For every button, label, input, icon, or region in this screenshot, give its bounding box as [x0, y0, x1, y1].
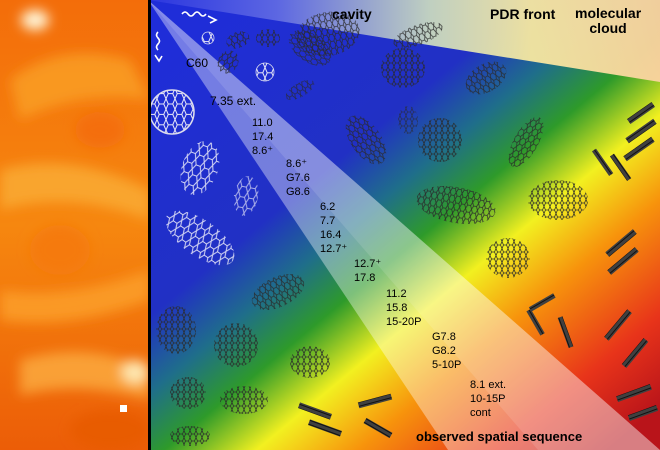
cavity-label: cavity: [332, 6, 372, 22]
band-label: 6.2: [320, 201, 336, 213]
band-label: G8.6: [286, 186, 310, 198]
band-label: 8.6⁺: [286, 158, 308, 170]
band-label: 16.4: [320, 229, 342, 241]
molecular-cloud-label: molecular cloud: [575, 5, 642, 36]
band-label: 8.6⁺: [252, 145, 274, 157]
radiation-arrows-icon: [154, 11, 218, 63]
band-group-2: 8.6⁺ G7.6 G8.6: [286, 157, 310, 199]
band-label: 12.7⁺: [320, 243, 348, 255]
band-label: cont: [470, 407, 491, 419]
band-label: 12.7⁺: [354, 258, 382, 270]
small-cluster-icons: [201, 29, 315, 101]
band-group-7: 8.1 ext. 10-15P cont: [470, 378, 506, 420]
panel-divider: [148, 0, 151, 450]
fullerene-c60-icon: [149, 89, 195, 135]
ext-735-label: 7.35 ext.: [210, 94, 257, 108]
pdr-front-label: PDR front: [490, 6, 556, 22]
c60-label: C60: [186, 56, 209, 70]
band-group-3: 6.2 7.7 16.4 12.7⁺: [320, 200, 347, 256]
band-label: 15-20P: [386, 316, 422, 328]
pdr-diagram-panel: [148, 0, 660, 450]
band-label: 7.7: [320, 215, 336, 227]
band-label: 15.8: [386, 302, 408, 314]
band-label: 8.1 ext.: [470, 379, 507, 391]
band-label: 5-10P: [432, 359, 462, 371]
band-label: G7.6: [286, 172, 310, 184]
band-label: 11.0: [252, 117, 273, 129]
band-group-4: 12.7⁺ 17.8: [354, 257, 381, 285]
band-group-6: G7.8 G8.2 5-10P: [432, 330, 461, 372]
band-label: 17.8: [354, 272, 376, 284]
band-label: 17.4: [252, 131, 274, 143]
band-group-5: 11.2 15.8 15-20P: [386, 287, 421, 329]
band-label: G7.8: [432, 331, 456, 343]
band-group-1: 11.0 17.4 8.6⁺: [252, 116, 273, 158]
pah-molecules: [156, 11, 588, 446]
pah-cluster-stacks: [297, 101, 659, 439]
infrared-image-panel: [0, 0, 150, 450]
observed-sequence-label: observed spatial sequence: [416, 429, 583, 444]
band-label: 11.2: [386, 288, 407, 300]
band-label: G8.2: [432, 345, 456, 357]
band-label: 10-15P: [470, 393, 506, 405]
